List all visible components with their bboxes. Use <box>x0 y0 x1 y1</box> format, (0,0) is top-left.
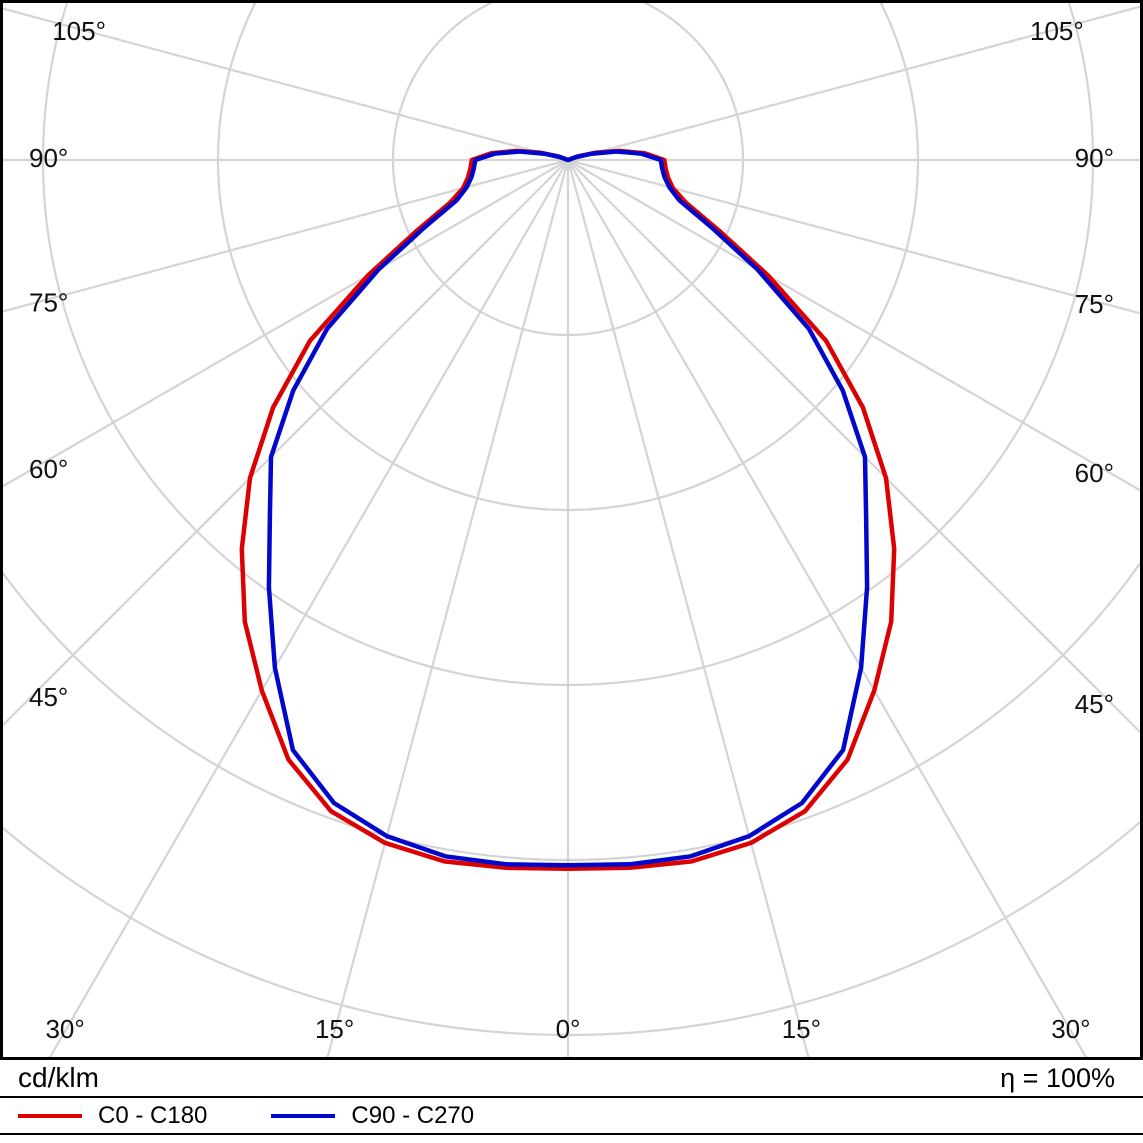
angle-label-left-60: 60° <box>29 454 68 484</box>
angle-label-left-45: 45° <box>29 682 68 712</box>
chart-footer: cd/klm η = 100% C0 - C180 C90 - C270 <box>0 1060 1143 1135</box>
grid-radial-line <box>48 159 569 1057</box>
grid-radial-line <box>3 158 569 313</box>
angle-label-right-60: 60° <box>1075 458 1114 488</box>
angle-label-right-45: 45° <box>1075 689 1114 719</box>
angle-label-left-105: 105° <box>52 16 106 46</box>
angle-label-left-75: 75° <box>29 287 68 317</box>
c0-c180-line-swatch <box>18 1113 82 1118</box>
grid-radial-line <box>3 7 569 162</box>
angle-label-left-15: 15° <box>315 1014 354 1044</box>
legend-label-c0-c180: C0 - C180 <box>98 1101 208 1129</box>
angle-label-right-90: 90° <box>1075 143 1114 173</box>
angle-label-center-0: 0° <box>556 1014 581 1044</box>
grid-radial-line <box>567 5 1140 162</box>
grid-radial-line <box>567 159 1140 734</box>
legend-label-c90-c270: C90 - C270 <box>351 1101 475 1129</box>
curve-c90-c270 <box>266 149 870 868</box>
grid-radial-line <box>3 159 569 488</box>
curve-c0-c180 <box>239 148 897 872</box>
units-label: cd/klm <box>18 1062 99 1093</box>
legend: C0 - C180 C90 - C270 <box>0 1096 1143 1135</box>
c90-c270-line-swatch <box>271 1113 336 1118</box>
grid-ring <box>3 561 1140 861</box>
footer-top-row: cd/klm η = 100% <box>0 1060 1143 1096</box>
legend-item-c0-c180: C0 - C180 <box>18 1102 207 1130</box>
grid-radial-line <box>3 159 569 727</box>
grid-radial-line <box>326 159 570 1057</box>
efficiency-label: η = 100% <box>1000 1062 1115 1093</box>
angle-label-left-30: 30° <box>45 1014 84 1044</box>
grid-radial-line <box>566 159 810 1057</box>
polar-plot-frame: 105° 90° 75° 60° 45° 30° 15° 0° 15° 30° 45° 60° 75° 9… <box>0 0 1143 1060</box>
angle-label-right-15: 15° <box>782 1014 821 1044</box>
grid-radial-line <box>567 159 1088 1057</box>
grid-radial-line <box>567 159 1140 492</box>
angle-label-left-90: 90° <box>29 143 68 173</box>
legend-item-c90-c270: C90 - C270 <box>271 1102 474 1130</box>
angle-label-right-75: 75° <box>1075 289 1114 319</box>
polar-intensity-chart: 105° 90° 75° 60° 45° 30° 15° 0° 15° 30° 45° 60° 75° 9… <box>3 3 1140 1057</box>
angle-label-right-105: 105° <box>1030 16 1084 46</box>
grid-radial-line <box>567 158 1140 315</box>
angle-label-right-30: 30° <box>1051 1014 1090 1044</box>
